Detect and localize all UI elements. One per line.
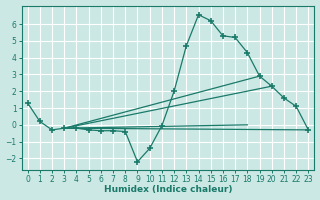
X-axis label: Humidex (Indice chaleur): Humidex (Indice chaleur) <box>104 185 232 194</box>
